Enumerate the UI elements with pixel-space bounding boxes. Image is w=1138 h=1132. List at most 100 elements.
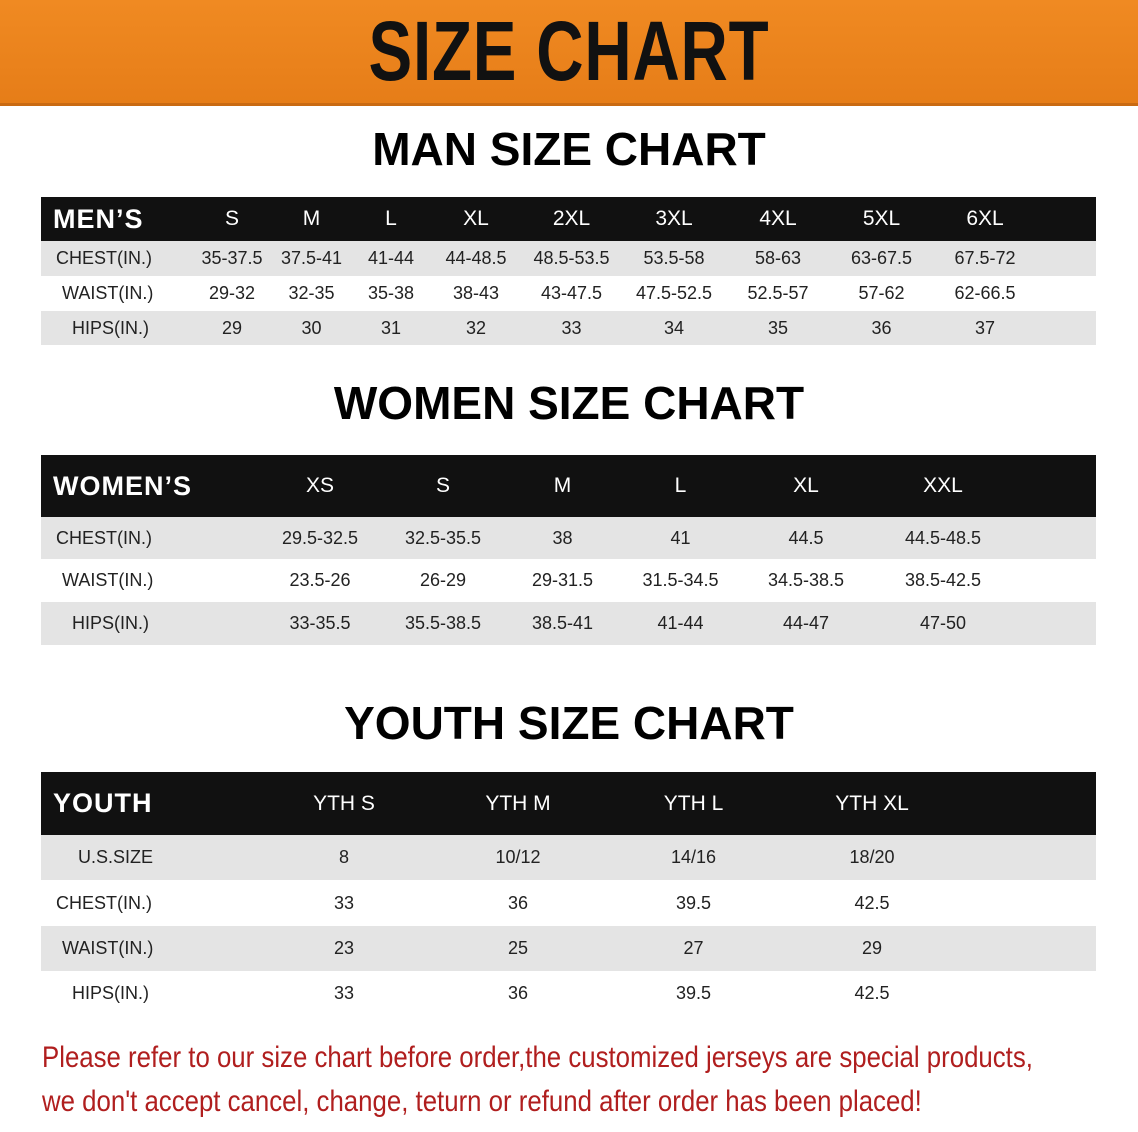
measurement-value: 33 [521,311,622,345]
table-label-header: WOMEN’S [41,455,258,517]
measurement-value: 37.5-41 [272,241,351,276]
measurement-value: 29.5-32.5 [258,517,382,559]
measurement-value: 44.5 [740,517,872,559]
row-spacer [962,880,1096,926]
header-row: WOMEN’S XS S M L XL XXL [41,455,1096,517]
measurement-value: 32-35 [272,276,351,311]
measurement-value: 36 [431,971,605,1016]
measurement-label: WAIST(IN.) [41,559,258,602]
measurement-value: 38.5-41 [504,602,621,645]
measurement-value: 27 [605,926,782,971]
size-header: YTH XL [782,772,962,835]
notice-line-2: we don't accept cancel, change, teturn o… [42,1085,922,1118]
measurement-value: 38.5-42.5 [872,559,1014,602]
size-header: M [504,455,621,517]
youth-size-table: YOUTH YTH S YTH M YTH L YTH XL U.S.SIZE 8 10/12… [41,772,1096,1016]
measurement-value: 26-29 [382,559,504,602]
size-chart-banner: SIZE CHART [0,0,1138,106]
measurement-label: WAIST(IN.) [41,926,257,971]
measurement-value: 32 [431,311,521,345]
row-spacer [1037,311,1096,345]
size-header: YTH L [605,772,782,835]
measurement-value: 10/12 [431,835,605,880]
measurement-value: 33-35.5 [258,602,382,645]
measurement-value: 38-43 [431,276,521,311]
measurement-value: 42.5 [782,971,962,1016]
measurement-value: 34.5-38.5 [740,559,872,602]
size-header: XL [431,197,521,241]
measurement-value: 67.5-72 [933,241,1037,276]
measurement-label: U.S.SIZE [41,835,257,880]
measurement-value: 44-48.5 [431,241,521,276]
measurement-value: 39.5 [605,971,782,1016]
measurement-value: 18/20 [782,835,962,880]
measurement-label: HIPS(IN.) [41,602,258,645]
size-header: S [192,197,272,241]
measurement-value: 35-38 [351,276,431,311]
measurement-value: 47.5-52.5 [622,276,726,311]
measurement-value: 25 [431,926,605,971]
table-row: WAIST(IN.) 23.5-26 26-29 29-31.5 31.5-34.5 34… [41,559,1096,602]
row-spacer [962,835,1096,880]
size-header: XL [740,455,872,517]
header-spacer [962,772,1096,835]
measurement-value: 38 [504,517,621,559]
size-header: S [382,455,504,517]
measurement-value: 35 [726,311,830,345]
measurement-value: 44-47 [740,602,872,645]
size-header: YTH S [257,772,431,835]
measurement-value: 47-50 [872,602,1014,645]
measurement-value: 32.5-35.5 [382,517,504,559]
row-spacer [962,926,1096,971]
measurement-value: 33 [257,971,431,1016]
size-header: XXL [872,455,1014,517]
measurement-value: 8 [257,835,431,880]
measurement-value: 58-63 [726,241,830,276]
measurement-value: 29 [782,926,962,971]
measurement-value: 35-37.5 [192,241,272,276]
measurement-value: 62-66.5 [933,276,1037,311]
row-spacer [1014,517,1096,559]
row-spacer [1037,241,1096,276]
measurement-label: CHEST(IN.) [41,517,258,559]
measurement-value: 43-47.5 [521,276,622,311]
measurement-value: 44.5-48.5 [872,517,1014,559]
table-row: CHEST(IN.) 35-37.5 37.5-41 41-44 44-48.5 48.5… [41,241,1096,276]
measurement-value: 41 [621,517,740,559]
measurement-value: 63-67.5 [830,241,933,276]
size-header: 6XL [933,197,1037,241]
measurement-value: 41-44 [621,602,740,645]
measurement-label: HIPS(IN.) [41,311,192,345]
measurement-value: 23 [257,926,431,971]
table-row: U.S.SIZE 8 10/12 14/16 18/20 [41,835,1096,880]
header-spacer [1014,455,1096,517]
measurement-value: 31 [351,311,431,345]
size-header: XS [258,455,382,517]
row-spacer [1037,276,1096,311]
order-notice: Please refer to our size chart before or… [42,1036,1126,1124]
men-chart-title: MAN SIZE CHART [372,123,766,175]
women-size-table: WOMEN’S XS S M L XL XXL CHEST(IN.) 29.5-32.5 32.5… [41,455,1096,645]
measurement-value: 36 [431,880,605,926]
men-size-table: MEN’S S M L XL 2XL 3XL 4XL 5XL 6XL CHEST(IN.) 35-37… [41,197,1096,345]
measurement-value: 41-44 [351,241,431,276]
size-header: 5XL [830,197,933,241]
table-label-header: YOUTH [41,772,257,835]
measurement-value: 29-31.5 [504,559,621,602]
measurement-value: 37 [933,311,1037,345]
size-header: YTH M [431,772,605,835]
measurement-value: 29-32 [192,276,272,311]
youth-chart-title: YOUTH SIZE CHART [344,697,794,749]
table-row: CHEST(IN.) 29.5-32.5 32.5-35.5 38 41 44.5 44.5… [41,517,1096,559]
size-header: 4XL [726,197,830,241]
table-row: CHEST(IN.) 33 36 39.5 42.5 [41,880,1096,926]
measurement-value: 39.5 [605,880,782,926]
header-row: MEN’S S M L XL 2XL 3XL 4XL 5XL 6XL [41,197,1096,241]
size-header: 3XL [622,197,726,241]
measurement-value: 53.5-58 [622,241,726,276]
measurement-value: 23.5-26 [258,559,382,602]
measurement-value: 36 [830,311,933,345]
table-row: WAIST(IN.) 23 25 27 29 [41,926,1096,971]
size-header: L [351,197,431,241]
size-header: M [272,197,351,241]
